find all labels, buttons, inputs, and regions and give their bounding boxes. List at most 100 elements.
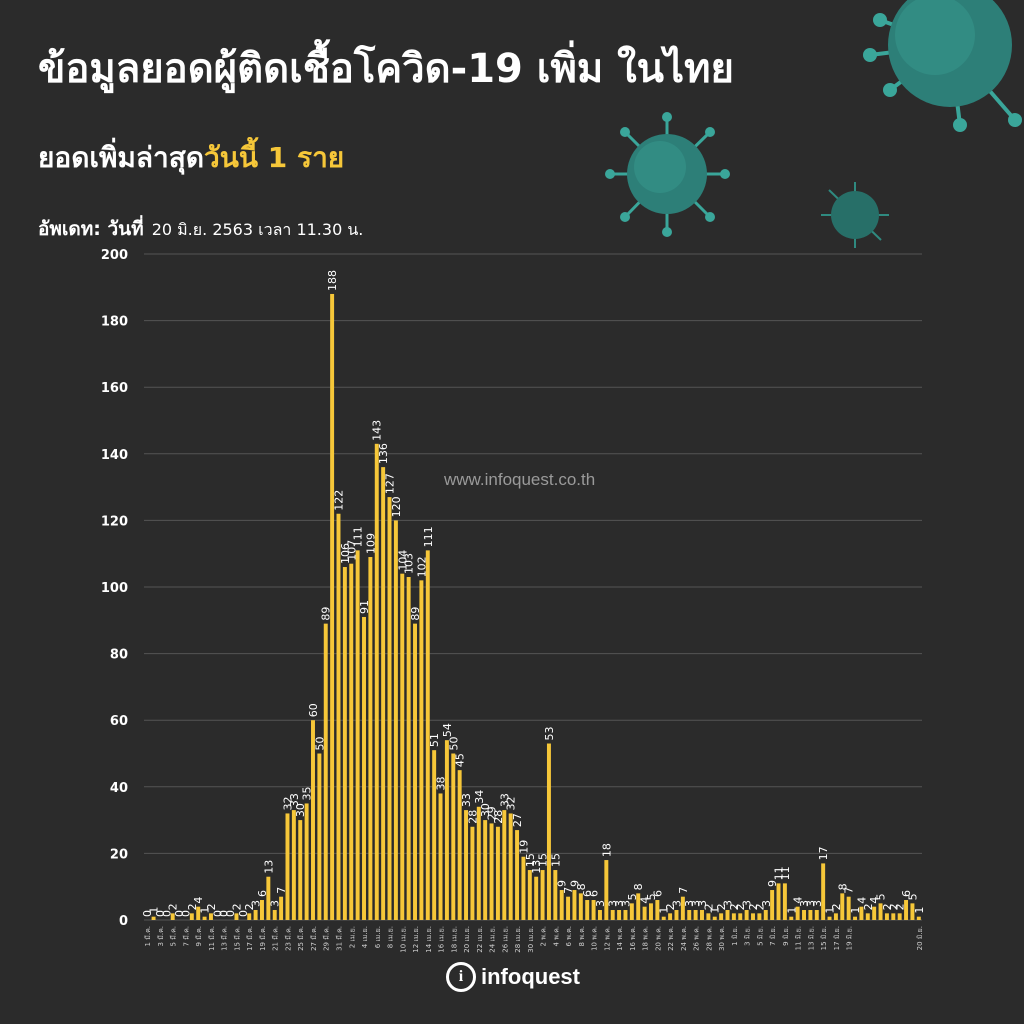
bar	[266, 876, 271, 920]
data-label: 27	[511, 813, 524, 827]
x-tick-label: 20 เม.ย.	[463, 926, 471, 953]
bar	[846, 896, 851, 920]
bar	[406, 577, 411, 920]
data-label: 60	[307, 703, 320, 717]
bar	[840, 893, 845, 920]
bar	[464, 810, 469, 920]
data-label: 33	[288, 793, 301, 807]
data-label: 1	[709, 907, 722, 914]
data-label: 4	[855, 897, 868, 904]
data-label: 3	[722, 900, 735, 907]
x-tick-label: 7 มิ.ย.	[769, 926, 777, 946]
bar	[527, 870, 532, 920]
data-label: 8	[632, 883, 645, 890]
bar	[362, 616, 366, 920]
x-tick-label: 16 พ.ค.	[629, 926, 637, 951]
y-tick-label: 40	[110, 781, 128, 796]
data-label: 143	[371, 420, 384, 441]
bar	[636, 893, 641, 920]
bar	[897, 913, 902, 920]
bar	[878, 903, 883, 920]
x-tick-label: 13 มี.ค.	[221, 926, 229, 951]
data-label: 111	[422, 526, 435, 547]
data-label: 2	[887, 903, 900, 910]
x-tick-label: 17 มิ.ย.	[833, 926, 841, 950]
data-label: 2	[167, 903, 180, 910]
data-label: 5	[906, 893, 919, 900]
bar	[508, 813, 513, 920]
data-label: 13	[262, 860, 275, 874]
bar	[770, 890, 775, 920]
data-label: 3	[250, 900, 263, 907]
data-label: 1	[148, 907, 161, 914]
data-label: 0	[211, 910, 224, 917]
data-label: 4	[792, 897, 805, 904]
y-tick-label: 180	[101, 315, 128, 330]
x-tick-label: 22 พ.ค.	[667, 926, 675, 951]
update-label: อัพเดท: วันที่	[38, 218, 144, 240]
y-tick-label: 200	[101, 248, 128, 263]
data-label: 6	[588, 890, 601, 897]
data-label: 11	[773, 866, 786, 880]
bar	[559, 890, 564, 920]
data-label: 30	[479, 803, 492, 817]
x-tick-label: 25 มี.ค.	[297, 926, 305, 951]
data-label: 136	[377, 443, 390, 464]
data-label: 3	[804, 900, 817, 907]
data-label: 3	[798, 900, 811, 907]
data-label: 3	[619, 900, 632, 907]
x-tick-label: 22 เม.ย.	[476, 926, 484, 953]
bar	[693, 910, 698, 920]
bar	[687, 910, 692, 920]
bar	[202, 916, 207, 920]
x-tick-label: 9 มิ.ย.	[782, 926, 790, 946]
data-label: 1	[785, 907, 798, 914]
bar	[904, 900, 909, 920]
data-label: 91	[358, 600, 371, 614]
data-label: 3	[811, 900, 824, 907]
data-label: 7	[843, 887, 856, 894]
bar	[617, 910, 622, 920]
bar	[789, 916, 794, 920]
bar	[419, 580, 424, 920]
x-tick-label: 26 พ.ค.	[693, 926, 701, 951]
data-label: 102	[415, 556, 428, 577]
x-tick-label: 14 เม.ย.	[425, 926, 433, 953]
data-label: 18	[600, 843, 613, 857]
data-label: 2	[243, 903, 256, 910]
bar	[610, 910, 615, 920]
data-label: 3	[741, 900, 754, 907]
data-label: 104	[396, 550, 409, 571]
bar	[374, 443, 379, 920]
x-tick-label: 10 เม.ย.	[399, 926, 407, 953]
bar	[368, 557, 373, 920]
x-tick-label: 14 พ.ค.	[616, 926, 624, 951]
x-tick-label: 12 พ.ค.	[603, 926, 611, 951]
logo-text: infoquest	[481, 964, 580, 989]
bar	[680, 896, 685, 920]
x-tick-label: 17 มี.ค.	[246, 926, 254, 951]
x-tick-label: 7 มี.ค.	[182, 926, 190, 946]
x-tick-label: 23 มี.ค.	[284, 926, 292, 951]
x-tick-label: 31 มี.ค.	[336, 926, 344, 951]
virus-icon	[821, 182, 889, 248]
x-tick-label: 1 มิ.ย.	[731, 926, 739, 946]
data-label: 3	[594, 900, 607, 907]
data-label: 29	[486, 806, 499, 820]
latest-increase: ยอดเพิ่มล่าสุดวันนี้ 1 ราย	[38, 136, 344, 180]
x-tick-label: 28 เม.ย.	[514, 926, 522, 953]
bar	[648, 903, 653, 920]
y-tick-label: 20	[110, 847, 128, 862]
bar	[451, 753, 456, 920]
logo-mark: i	[446, 962, 476, 992]
data-label: 19	[517, 840, 530, 854]
bar	[151, 916, 156, 920]
bar	[495, 826, 500, 920]
x-tick-label: 8 เม.ย.	[387, 926, 395, 948]
data-label: 54	[441, 723, 454, 737]
data-label: 0	[218, 910, 231, 917]
data-label: 2	[862, 903, 875, 910]
page-title: ข้อมูลยอดผู้ติดเชื้อโควิด-19 เพิ่ม ในไทย	[38, 46, 734, 92]
data-label: 6	[581, 890, 594, 897]
data-label: 2	[830, 903, 843, 910]
